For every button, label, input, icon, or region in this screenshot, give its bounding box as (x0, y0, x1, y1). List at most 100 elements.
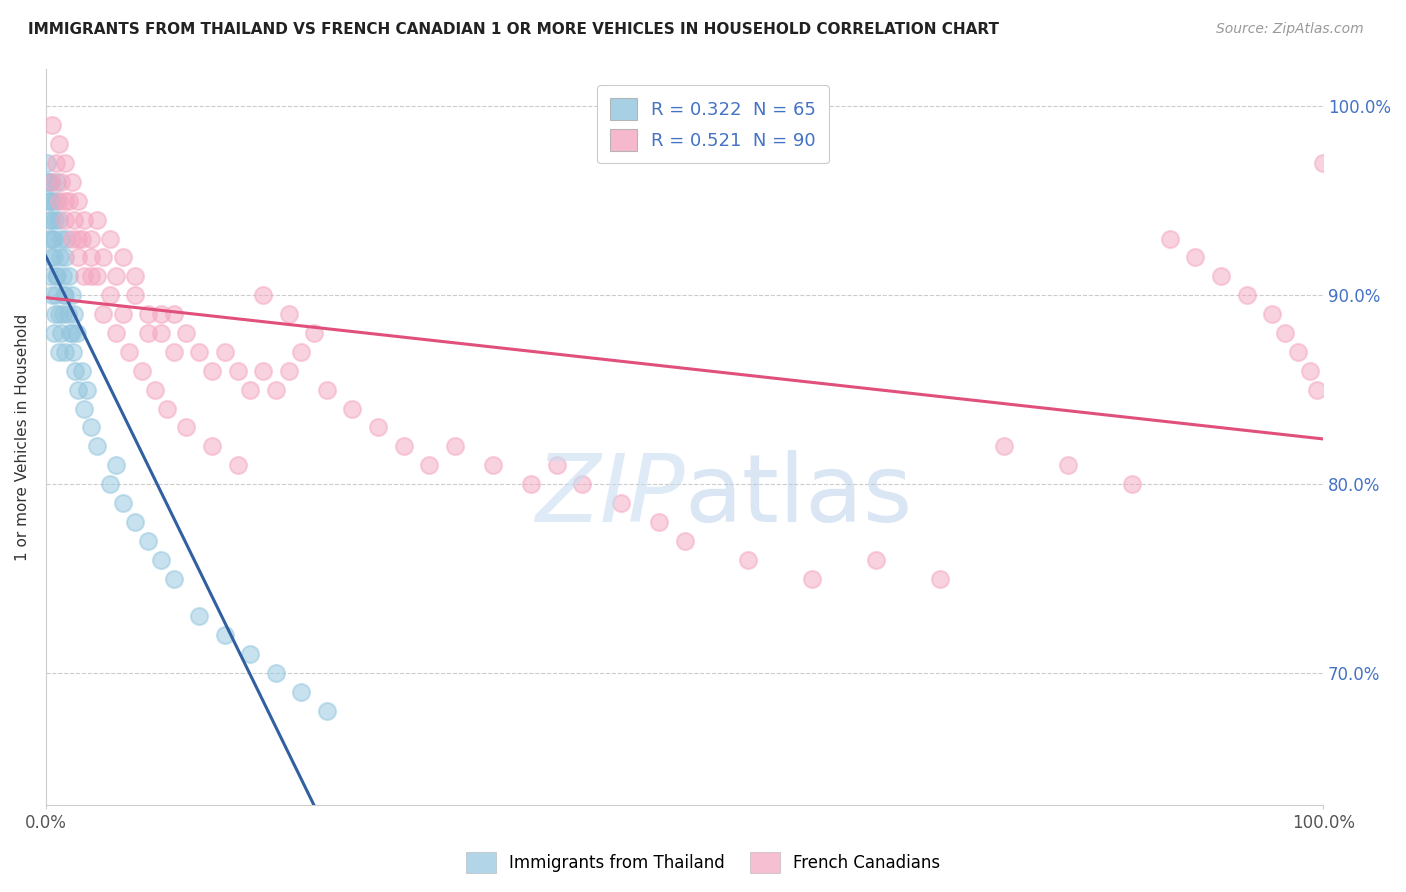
Point (70, 231, 93, 245)
Point (176, 326, 198, 340)
Point (37, 175, 59, 189)
Point (1274, 326, 1296, 340)
Point (163, 572, 186, 586)
Point (118, 345, 141, 359)
Point (66, 194, 89, 208)
Point (252, 288, 274, 302)
Point (65, 326, 87, 340)
Point (648, 515, 671, 529)
Point (76, 383, 98, 397)
Point (392, 439, 415, 453)
Point (149, 326, 172, 340)
Point (277, 364, 299, 378)
Point (277, 307, 299, 321)
Point (45, 156, 67, 170)
Point (1306, 383, 1329, 397)
Point (520, 477, 543, 491)
Point (1121, 477, 1143, 491)
Point (38, 194, 60, 208)
Point (1236, 288, 1258, 302)
Point (1056, 458, 1078, 473)
Text: Source: ZipAtlas.com: Source: ZipAtlas.com (1216, 22, 1364, 37)
Point (201, 364, 224, 378)
Point (51, 326, 73, 340)
Point (44, 212, 66, 227)
Point (609, 496, 631, 510)
Point (98, 231, 121, 245)
Point (73, 269, 96, 284)
Point (443, 439, 465, 453)
Point (39, 175, 62, 189)
Point (418, 458, 440, 473)
Point (42, 231, 65, 245)
Point (149, 307, 172, 321)
Point (290, 685, 312, 699)
Point (56, 307, 79, 321)
Point (737, 553, 759, 567)
Point (201, 439, 224, 453)
Point (37, 156, 59, 170)
Point (48, 212, 70, 227)
Point (38, 212, 60, 227)
Point (131, 364, 153, 378)
Point (98, 288, 121, 302)
Point (58, 269, 80, 284)
Point (55, 231, 77, 245)
Point (53, 212, 76, 227)
Text: atlas: atlas (685, 450, 912, 542)
Point (105, 326, 128, 340)
Point (124, 269, 146, 284)
Point (60, 175, 83, 189)
Point (52, 269, 75, 284)
Point (63, 212, 86, 227)
Point (65, 364, 87, 378)
Point (53, 251, 76, 265)
Point (1312, 156, 1334, 170)
Point (60, 288, 83, 302)
Legend: R = 0.322  N = 65, R = 0.521  N = 90: R = 0.322 N = 65, R = 0.521 N = 90 (598, 85, 828, 163)
Point (38, 175, 60, 189)
Text: ZIP: ZIP (534, 450, 685, 541)
Point (45, 288, 67, 302)
Point (176, 420, 198, 434)
Point (66, 231, 89, 245)
Point (51, 231, 73, 245)
Point (316, 383, 339, 397)
Point (58, 194, 80, 208)
Point (42, 326, 65, 340)
Point (41, 175, 63, 189)
Point (45, 269, 67, 284)
Point (73, 401, 96, 416)
Point (39, 212, 62, 227)
Point (53, 345, 76, 359)
Point (156, 401, 179, 416)
Point (136, 533, 159, 548)
Point (124, 288, 146, 302)
Point (264, 666, 287, 681)
Point (1184, 251, 1206, 265)
Point (66, 251, 89, 265)
Point (86, 439, 108, 453)
Point (48, 137, 70, 152)
Point (143, 383, 166, 397)
Point (53, 288, 76, 302)
Point (1286, 345, 1309, 359)
Point (38, 269, 60, 284)
Point (46, 175, 69, 189)
Text: IMMIGRANTS FROM THAILAND VS FRENCH CANADIAN 1 OR MORE VEHICLES IN HOUSEHOLD CORR: IMMIGRANTS FROM THAILAND VS FRENCH CANAD… (28, 22, 1000, 37)
Point (48, 194, 70, 208)
Point (53, 156, 76, 170)
Point (571, 477, 593, 491)
Point (302, 326, 325, 340)
Point (79, 269, 101, 284)
Point (367, 420, 389, 434)
Point (226, 364, 249, 378)
Point (136, 307, 159, 321)
Point (79, 251, 101, 265)
Point (41, 231, 63, 245)
Point (41, 288, 63, 302)
Point (44, 307, 66, 321)
Point (188, 609, 211, 624)
Point (41, 194, 63, 208)
Point (46, 269, 69, 284)
